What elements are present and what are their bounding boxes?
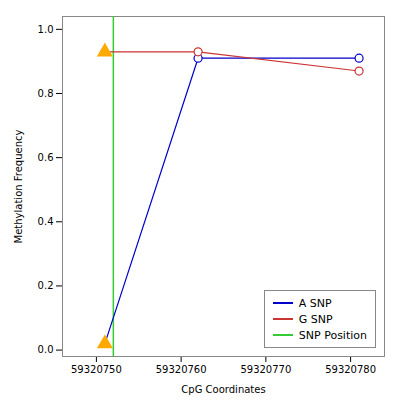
html-text:A SNP: A SNP [298, 296, 332, 310]
svg-text:59320750: 59320750 [71, 364, 122, 375]
html-text:G SNP: G SNP [298, 312, 333, 326]
svg-text:0.0: 0.0 [38, 344, 54, 355]
svg-text:0.4: 0.4 [38, 216, 54, 227]
svg-text:CpG Coordinates: CpG Coordinates [181, 384, 265, 395]
svg-text:Methylation Frequency: Methylation Frequency [13, 129, 24, 243]
svg-text:59320770: 59320770 [240, 364, 291, 375]
svg-text:1.0: 1.0 [38, 24, 54, 35]
svg-text:59320780: 59320780 [325, 364, 376, 375]
svg-text:0.8: 0.8 [38, 88, 54, 99]
svg-text:59320760: 59320760 [156, 364, 207, 375]
html-text:SNP Position: SNP Position [298, 328, 367, 342]
svg-text:0.2: 0.2 [38, 280, 54, 291]
svg-text:0.6: 0.6 [38, 152, 54, 163]
